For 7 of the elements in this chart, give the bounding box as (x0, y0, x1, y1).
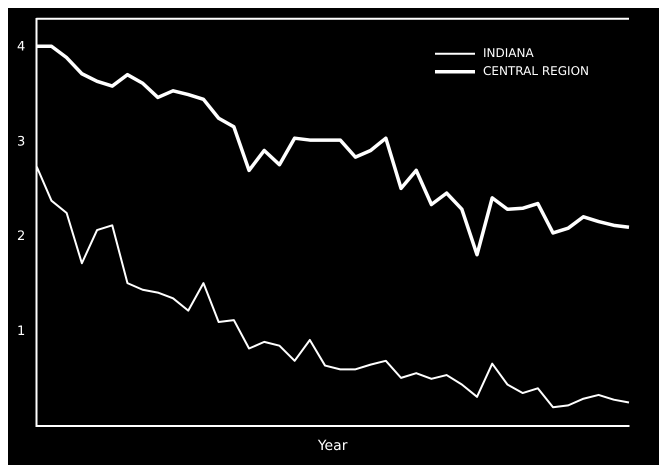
y-tick-label: 2 (16, 229, 26, 244)
y-tick-label: 3 (16, 134, 26, 150)
legend-label: INDIANA (482, 46, 534, 60)
y-tick-label: 1 (16, 324, 26, 339)
y-tick-label: 4 (16, 40, 26, 55)
x-axis-title: Year (316, 438, 348, 454)
legend-label: CENTRAL REGION (482, 64, 590, 78)
